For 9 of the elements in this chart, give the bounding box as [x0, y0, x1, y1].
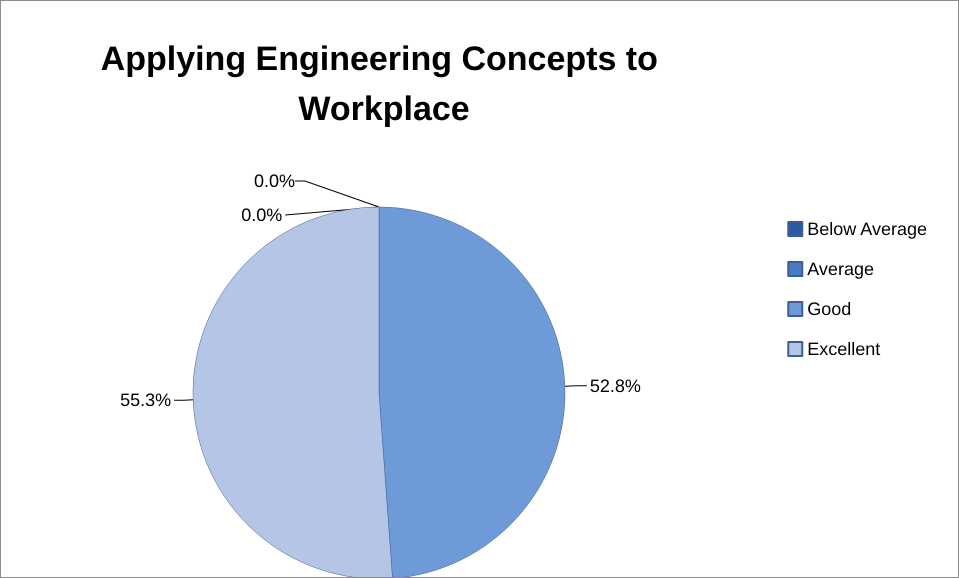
- legend-label: Good: [807, 299, 852, 319]
- data-label: 55.3%: [120, 390, 172, 410]
- chart-title: Applying Engineering Concepts to Workplace: [100, 40, 668, 128]
- data-label: 52.8%: [590, 376, 641, 396]
- legend-label: Average: [807, 259, 874, 279]
- text: 0.0%: [241, 205, 282, 225]
- legend-label: Excellent: [807, 339, 880, 359]
- legend-label: Below Average: [807, 219, 928, 239]
- text: 0.0%: [254, 171, 295, 191]
